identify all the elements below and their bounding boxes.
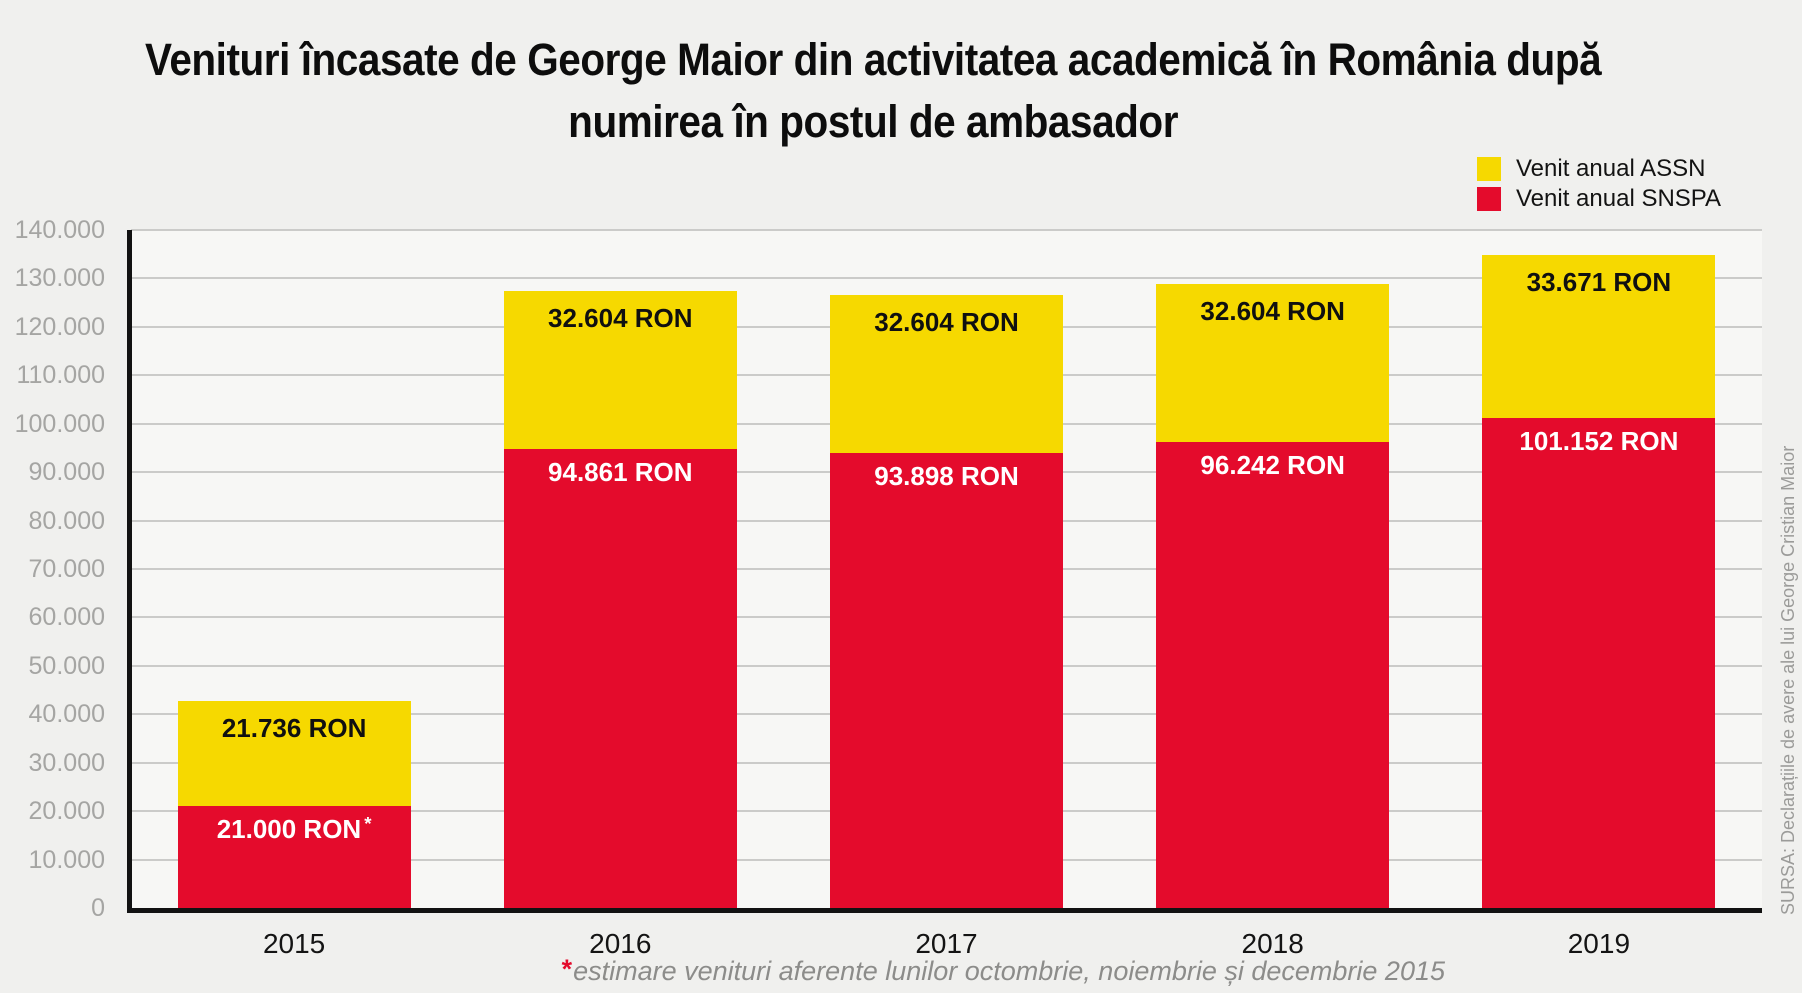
y-axis-labels: 0 10.000 20.000 30.000 40.000 50.000 60.000 70.… — [0, 217, 105, 921]
y-tick-label: 10.000 — [28, 845, 105, 874]
legend-item-assn: Venit anual ASSN — [1477, 155, 1721, 182]
y-tick-label: 100.000 — [14, 409, 105, 438]
plot-area: 21.000 RON * 21.736 RON 94.861 RON 32.604 RO… — [127, 229, 1762, 913]
bar-2017-assn: 32.604 RON — [830, 295, 1063, 454]
bar-2016-assn: 32.604 RON — [503, 290, 737, 449]
title-line-1: Venituri încasate de George Maior din ac… — [144, 34, 1602, 85]
bar-2019-snspa: 101.152 RON — [1482, 418, 1716, 908]
legend: Venit anual ASSN Venit anual SNSPA — [1477, 155, 1722, 217]
bar-2018-assn: 32.604 RON — [1156, 284, 1390, 442]
y-tick-label: 20.000 — [28, 797, 105, 826]
y-axis-line — [127, 230, 132, 913]
y-tick-label: 70.000 — [28, 555, 105, 583]
footnote: *estimare venituri aferente lunilor octo… — [560, 954, 1445, 987]
bar-2017-snspa: 93.898 RON — [830, 453, 1063, 908]
y-tick-label: 120.000 — [14, 312, 105, 341]
bar-2016-snspa: 94.861 RON — [503, 448, 737, 908]
legend-swatch-assn-icon — [1477, 157, 1501, 181]
bar-value-label: 32.604 RON — [1200, 296, 1345, 327]
x-tick-label: 2015 — [262, 928, 326, 959]
y-tick-label: 50.000 — [28, 651, 105, 680]
y-tick-label: 0 — [91, 894, 105, 922]
y-tick-label: 40.000 — [28, 700, 105, 729]
chart-title: Venituri încasate de George Maior din ac… — [90, 0, 1712, 153]
source-note: SURSA: Declarațiile de avere ale lui Geo… — [1778, 445, 1798, 915]
y-tick-label: 80.000 — [28, 506, 105, 535]
value-asterisk: * — [364, 812, 372, 834]
bar-value-label: 93.898 RON — [874, 461, 1019, 492]
x-tick-label: 2019 — [1567, 928, 1631, 959]
bar-value-label: 32.604 RON — [548, 302, 693, 333]
bar-value-label: 33.671 RON — [1526, 267, 1672, 298]
y-tick-label: 90.000 — [28, 458, 105, 487]
y-tick-label: 60.000 — [28, 603, 105, 632]
bar-value-label: 96.242 RON — [1200, 449, 1345, 480]
grid-line — [131, 229, 1762, 231]
x-tick-label: 2018 — [1241, 928, 1304, 959]
legend-label-assn: Venit anual ASSN — [1516, 155, 1706, 182]
x-tick-label: 2016 — [589, 928, 652, 959]
bar-value-label: 32.604 RON — [874, 307, 1019, 338]
bar-2019-assn: 33.671 RON — [1482, 255, 1716, 419]
grid-line — [131, 277, 1762, 280]
bar-value-label: 21.736 RON — [221, 713, 367, 744]
bar-2018-snspa: 96.242 RON — [1156, 441, 1390, 908]
legend-item-snspa: Venit anual SNSPA — [1477, 185, 1722, 212]
bar-2015-snspa: 21.000 RON * — [177, 806, 411, 908]
x-tick-label: 2017 — [915, 928, 978, 959]
footnote-asterisk: * — [560, 954, 572, 984]
legend-swatch-snspa-icon — [1477, 187, 1501, 211]
bar-value-label: 21.000 RON * — [216, 812, 372, 845]
x-axis-line — [127, 908, 1762, 913]
y-tick-label: 30.000 — [28, 748, 105, 777]
title-line-2: numirea în postul de ambasador — [568, 96, 1179, 147]
y-tick-label: 110.000 — [16, 361, 105, 390]
legend-label-snspa: Venit anual SNSPA — [1516, 185, 1722, 212]
bar-2015-assn: 21.736 RON — [177, 701, 411, 807]
bar-value-label: 94.861 RON — [548, 456, 693, 487]
footnote-text: estimare venituri aferente lunilor octom… — [573, 956, 1445, 986]
bar-value-label: 101.152 RON — [1519, 426, 1679, 457]
y-tick-label: 140.000 — [14, 216, 105, 244]
y-tick-label: 130.000 — [14, 264, 105, 293]
